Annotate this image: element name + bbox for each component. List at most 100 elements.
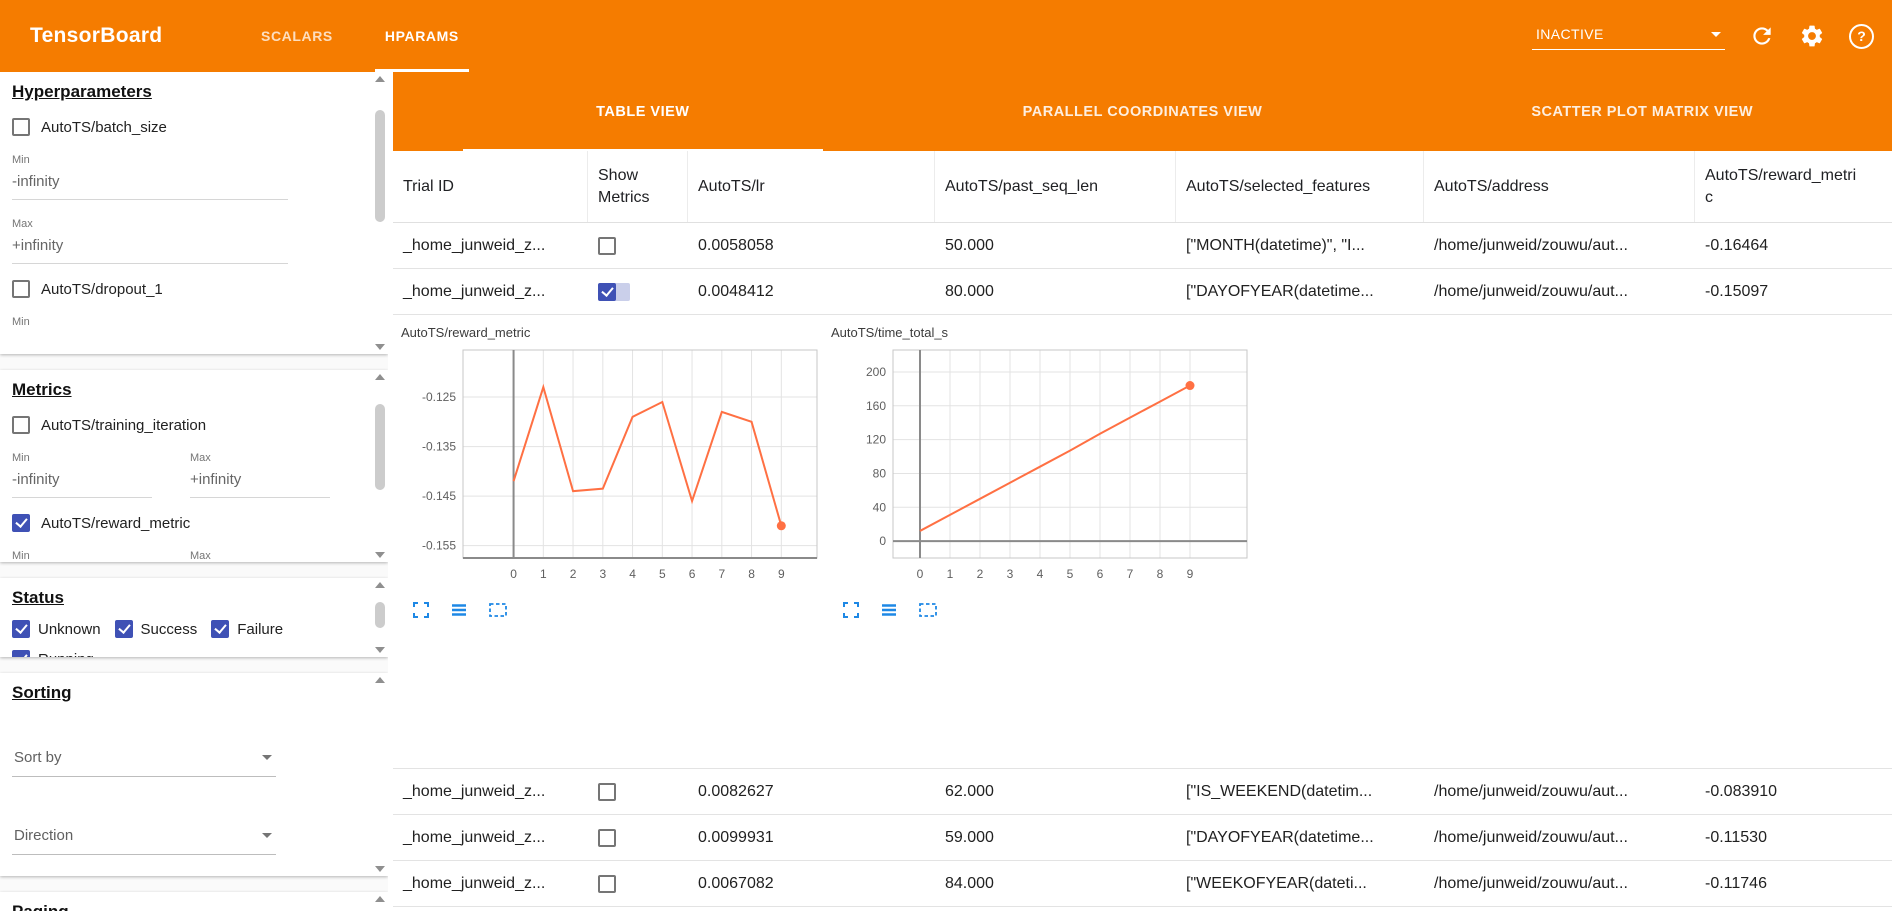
show-metrics-checkbox[interactable] [598, 236, 616, 255]
panel-scrollbar[interactable] [372, 72, 388, 354]
svg-text:-0.125: -0.125 [422, 390, 456, 404]
batch-size-max-input[interactable]: +infinity [12, 230, 288, 264]
app-title: TensorBoard [30, 24, 163, 47]
success-checkbox[interactable] [114, 620, 133, 638]
status-options-row: Running [12, 650, 360, 657]
trial-row[interactable]: _home_junweid_z... 0.0067082 84.000 ["WE… [393, 861, 1892, 907]
hparams-sidebar: Hyperparameters AutoTS/batch_size Min -i… [0, 72, 388, 911]
dashed-box-icon [919, 603, 937, 617]
batch-size-min-input[interactable]: -infinity [12, 166, 288, 200]
chart-title: AutoTS/reward_metric [401, 325, 531, 340]
failure-checkbox[interactable] [211, 620, 230, 638]
svg-text:40: 40 [873, 500, 887, 514]
training-iteration-max-input[interactable]: +infinity [190, 464, 330, 498]
scrollbar-thumb[interactable] [375, 602, 385, 628]
refresh-button[interactable] [1749, 23, 1775, 49]
show-metrics-cell [588, 282, 688, 301]
running-checkbox[interactable] [12, 650, 30, 657]
sort-by-select[interactable]: Sort by [12, 745, 276, 777]
failure-label: Failure [237, 620, 284, 638]
status-heading: Status [12, 588, 64, 607]
scroll-down-icon[interactable] [375, 552, 385, 558]
toolbar-actions: INACTIVE ? [1532, 0, 1892, 72]
tab-parallel-coordinates-view[interactable]: PARALLEL COORDINATES VIEW [1022, 103, 1263, 120]
scroll-down-icon[interactable] [375, 866, 385, 872]
status-panel: Status Unknown Success Failure R [0, 578, 388, 657]
panel-scrollbar[interactable] [372, 892, 388, 911]
trial-id-cell: _home_junweid_z... [403, 874, 546, 892]
address-cell: /home/junweid/zouwu/aut... [1434, 236, 1628, 254]
column-header-lr[interactable]: AutoTS/lr [688, 151, 935, 222]
time-total-line-chart[interactable]: 0 40 80 120 160 200 0 1 2 3 4 5 6 7 8 9 [827, 342, 1257, 592]
show-metrics-checkbox[interactable] [598, 282, 616, 301]
tab-scalars[interactable]: SCALARS [261, 28, 333, 44]
direction-select[interactable]: Direction [12, 823, 276, 855]
hparam-dropout-option[interactable]: AutoTS/dropout_1 [12, 280, 360, 298]
dropout-label: AutoTS/dropout_1 [41, 280, 163, 298]
min-label: Min [12, 316, 30, 328]
show-metrics-checkbox[interactable] [598, 874, 616, 893]
training-iteration-checkbox[interactable] [12, 416, 30, 434]
trial-id-cell: _home_junweid_z... [403, 236, 546, 254]
scroll-up-icon[interactable] [375, 76, 385, 82]
expand-chart-button[interactable] [841, 600, 861, 620]
metric-training-iteration-option[interactable]: AutoTS/training_iteration [12, 416, 360, 434]
status-running-option[interactable]: Running [12, 650, 94, 657]
fit-domain-button[interactable] [917, 600, 939, 620]
trial-row[interactable]: _home_junweid_z... 0.0058058 50.000 ["MO… [393, 223, 1892, 269]
scroll-up-icon[interactable] [375, 582, 385, 588]
column-header-reward-metric[interactable]: AutoTS/reward_metric [1695, 151, 1892, 222]
log-scale-button[interactable] [879, 600, 899, 620]
column-header-trial-id[interactable]: Trial ID [393, 151, 588, 222]
reward-metric-line-chart[interactable]: -0.155 -0.145 -0.135 -0.125 0 1 2 3 4 5 6 7 8 9 [397, 342, 827, 592]
tab-hparams[interactable]: HPARAMS [359, 0, 485, 72]
scrollbar-thumb[interactable] [375, 404, 385, 490]
panel-scrollbar[interactable] [372, 370, 388, 562]
expand-chart-button[interactable] [411, 600, 431, 620]
tab-scatter-plot-matrix-view[interactable]: SCATTER PLOT MATRIX VIEW [1531, 103, 1754, 120]
reward-metric-checkbox[interactable] [12, 514, 30, 532]
trial-row[interactable]: _home_junweid_z... 0.0048412 80.000 ["DA… [393, 269, 1892, 315]
trial-row[interactable]: _home_junweid_z... 0.0082627 62.000 ["IS… [393, 769, 1892, 815]
max-label: Max [190, 452, 211, 464]
settings-button[interactable] [1799, 23, 1825, 49]
show-metrics-checkbox[interactable] [598, 828, 616, 847]
panel-scrollbar[interactable] [372, 673, 388, 876]
status-failure-option[interactable]: Failure [211, 620, 283, 638]
panel-scrollbar[interactable] [372, 578, 388, 657]
metric-reward-metric-option[interactable]: AutoTS/reward_metric [12, 514, 360, 532]
scrollbar-thumb[interactable] [375, 110, 385, 222]
batch-size-label: AutoTS/batch_size [41, 118, 167, 136]
column-header-past-seq-len[interactable]: AutoTS/past_seq_len [935, 151, 1176, 222]
column-header-show-metrics[interactable]: Show Metrics [588, 151, 688, 222]
column-label: AutoTS/reward_metric [1705, 166, 1857, 206]
status-success-option[interactable]: Success [114, 620, 197, 638]
dashed-box-icon [489, 603, 507, 617]
show-metrics-checkbox[interactable] [598, 782, 616, 801]
column-header-selected-features[interactable]: AutoTS/selected_features [1176, 151, 1424, 222]
trial-row[interactable]: _home_junweid_z... 0.0099931 59.000 ["DA… [393, 815, 1892, 861]
runs-status-select[interactable]: INACTIVE [1532, 22, 1725, 50]
svg-text:5: 5 [1067, 567, 1074, 581]
scroll-up-icon[interactable] [375, 677, 385, 683]
lr-cell: 0.0067082 [698, 874, 774, 892]
metrics-charts-row: AutoTS/reward_metric -0.155 -0.145 -0.135-… [393, 315, 1892, 769]
status-unknown-option[interactable]: Unknown [12, 620, 101, 638]
scroll-up-icon[interactable] [375, 374, 385, 380]
unknown-checkbox[interactable] [12, 620, 30, 638]
hyperparameters-heading: Hyperparameters [12, 82, 152, 101]
training-iteration-min-input[interactable]: -infinity [12, 464, 152, 498]
scroll-down-icon[interactable] [375, 344, 385, 350]
log-scale-button[interactable] [449, 600, 469, 620]
help-button[interactable]: ? [1849, 23, 1874, 49]
scroll-up-icon[interactable] [375, 896, 385, 902]
hparam-batch-size-option[interactable]: AutoTS/batch_size [12, 118, 360, 136]
scroll-down-icon[interactable] [375, 647, 385, 653]
batch-size-checkbox[interactable] [12, 118, 30, 136]
fit-domain-button[interactable] [487, 600, 509, 620]
column-header-address[interactable]: AutoTS/address [1424, 151, 1695, 222]
lr-cell: 0.0099931 [698, 828, 774, 846]
dropout-checkbox[interactable] [12, 280, 30, 298]
tab-table-view[interactable]: TABLE VIEW [393, 72, 893, 151]
